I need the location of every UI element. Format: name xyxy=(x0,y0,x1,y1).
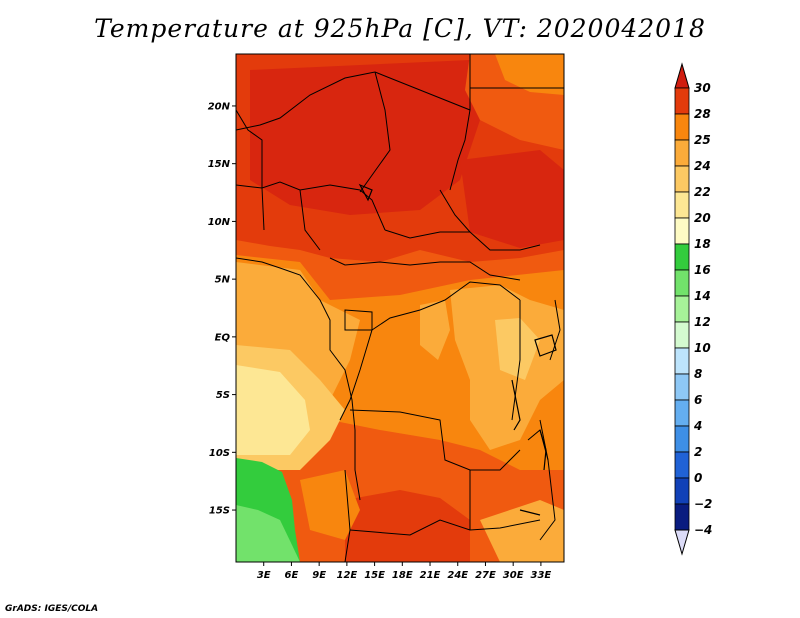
colorbar-swatch xyxy=(674,321,690,349)
map-title: Temperature at 925hPa [C], VT: 202004201… xyxy=(94,14,706,43)
colorbar-label: 2 xyxy=(694,445,702,459)
colorbar-swatch xyxy=(674,373,690,401)
temp-region-24-25-ne xyxy=(495,54,564,95)
temp-region-22-24-center xyxy=(420,300,450,360)
x-axis: 3E 6E 9E 12E 15E 18E 21E 24E 27E 30E 33E xyxy=(257,562,552,581)
lake-kariba xyxy=(519,509,541,516)
temp-region-20-22-east xyxy=(495,318,540,380)
colorbar-label: 30 xyxy=(694,81,711,95)
colorbar-label: 22 xyxy=(694,185,711,199)
colorbar-label: 0 xyxy=(694,471,702,485)
x-tick-label: 9E xyxy=(312,570,326,581)
colorbar-swatch xyxy=(674,295,690,323)
colorbar-swatch xyxy=(674,451,690,479)
colorbar-swatch xyxy=(674,425,690,453)
lake-chad xyxy=(358,183,373,202)
lakes xyxy=(358,183,557,516)
x-tick-label: 3E xyxy=(257,570,271,581)
colorbar-label: 20 xyxy=(694,211,711,225)
x-tick-label: 33E xyxy=(531,570,552,581)
temp-region-30-plus xyxy=(250,60,480,215)
x-tick-label: 27E xyxy=(475,570,496,581)
temp-region-18-20 xyxy=(236,365,310,455)
colorbar-label: 24 xyxy=(694,159,711,173)
colorbar-swatch xyxy=(674,269,690,297)
x-tick-label: 6E xyxy=(285,570,299,581)
lake-tanganyika xyxy=(511,379,521,431)
colorbar-swatch xyxy=(674,243,690,271)
colorbar-bottom-arrow xyxy=(674,529,690,556)
y-tick-label: 10N xyxy=(208,217,231,228)
map-frame xyxy=(235,53,565,563)
colorbar-swatch xyxy=(674,113,690,141)
colorbar-label: 12 xyxy=(694,315,711,329)
credit-label: GrADS: IGES/COLA xyxy=(5,604,99,614)
colorbar-swatch xyxy=(674,139,690,167)
country-borders xyxy=(236,54,564,562)
colorbar-label: 10 xyxy=(694,341,711,355)
colorbar-swatch xyxy=(674,399,690,427)
colorbar-label: 14 xyxy=(694,289,711,303)
colorbar-label: 25 xyxy=(694,133,711,147)
x-tick-label: 24E xyxy=(447,570,468,581)
colorbar-label: 16 xyxy=(694,263,711,277)
y-tick-label: 10S xyxy=(209,448,230,459)
x-tick-label: 15E xyxy=(364,570,385,581)
y-tick-label: EQ xyxy=(215,332,231,343)
colorbar-label: −2 xyxy=(694,497,712,511)
x-tick-label: 18E xyxy=(392,570,413,581)
y-tick-label: 20N xyxy=(208,101,231,112)
colorbar-swatch xyxy=(674,165,690,193)
colorbar-swatch xyxy=(674,347,690,375)
colorbar-swatch xyxy=(674,87,690,115)
y-axis: 20N 15N 10N 5N EQ 5S 10S 15S xyxy=(208,101,236,517)
colorbar-label: 28 xyxy=(694,107,711,121)
colorbar-swatch xyxy=(674,217,690,245)
colorbar-swatch xyxy=(674,503,690,531)
colorbar-top-arrow xyxy=(674,62,690,89)
temp-region-22-se xyxy=(480,500,564,562)
y-tick-label: 15S xyxy=(209,506,230,517)
colorbar-swatch xyxy=(674,191,690,219)
colorbar-label: 6 xyxy=(694,393,702,407)
y-tick-label: 15N xyxy=(208,159,231,170)
temp-region-28-30-south xyxy=(345,490,470,562)
y-tick-label: 5S xyxy=(216,390,230,401)
colorbar-label: 4 xyxy=(693,419,702,433)
colorbar-label: −4 xyxy=(694,523,712,537)
y-tick-label: 5N xyxy=(215,275,231,286)
lake-victoria xyxy=(534,334,557,357)
temperature-field xyxy=(236,54,564,562)
temp-region-12-14 xyxy=(236,505,300,562)
x-tick-label: 21E xyxy=(420,570,441,581)
temp-region-28-30-kalahari xyxy=(300,470,360,540)
colorbar-label: 8 xyxy=(694,367,702,381)
colorbar-swatch xyxy=(674,477,690,505)
temp-region-30-plus-east xyxy=(460,150,564,248)
x-tick-label: 30E xyxy=(503,570,524,581)
colorbar-label: 18 xyxy=(694,237,711,251)
x-tick-label: 12E xyxy=(336,570,357,581)
lake-malawi xyxy=(539,429,547,471)
